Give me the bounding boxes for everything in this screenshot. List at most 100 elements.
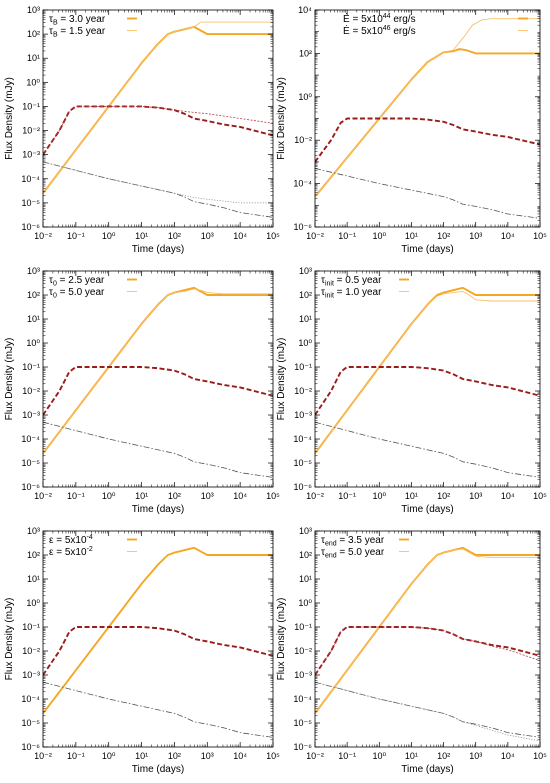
series-line-orange-primary <box>315 286 540 454</box>
series-line-darkred-primary <box>43 366 273 416</box>
legend-label: Ė = 5x1044 erg/s <box>343 12 416 25</box>
chart-panel-4: 10⁻² 10⁻¹ 10⁰ 10¹ 10² 10³ 10⁴ 10⁵ 10⁻⁶ 10⁻⁵ 10⁻⁴ 10… <box>276 266 547 515</box>
x-tick-label: 10¹ <box>405 751 418 761</box>
chart-panel-1: 10⁻² 10⁻¹ 10⁰ 10¹ 10² 10³ 10⁴ 10⁵ 10⁻⁶ 10⁻⁵ 10⁻⁴ 10… <box>4 5 280 255</box>
series-line-gray-secondary <box>43 161 273 204</box>
y-axis-title: Flux Density (mJy) <box>4 338 15 421</box>
x-tick-label: 10⁴ <box>501 231 515 241</box>
series-group <box>315 546 540 742</box>
y-tick-label: 10⁰ <box>298 92 312 102</box>
legend-label: τinit = 0.5 year <box>321 275 382 288</box>
y-tick-label: 10⁻¹ <box>22 101 40 111</box>
series-group <box>43 21 273 218</box>
legend-label: ε = 5x10-4 <box>49 534 93 546</box>
x-tick-label: 10² <box>168 231 181 241</box>
x-tick-label: 10² <box>168 491 181 501</box>
x-axis-title: Time (days) <box>401 244 453 255</box>
y-tick-label: 10⁰ <box>26 338 40 348</box>
x-tick-label: 10² <box>168 751 181 761</box>
y-tick-label: 10³ <box>299 526 312 536</box>
y-tick-label: 10³ <box>27 5 40 15</box>
chart-panel-5: 10⁻² 10⁻¹ 10⁰ 10¹ 10² 10³ 10⁴ 10⁵ 10⁻⁶ 10⁻⁵ 10⁻⁴ 10… <box>4 526 280 775</box>
x-tick-label: 10⁻² <box>306 751 324 761</box>
series-line-orange-primary <box>43 546 273 714</box>
legend-label: ε = 5x10-2 <box>49 546 93 558</box>
x-tick-label: 10⁻² <box>306 491 324 501</box>
x-tick-label: 10⁴ <box>501 751 515 761</box>
y-tick-label: 10⁻⁶ <box>22 742 41 752</box>
x-tick-label: 10⁵ <box>533 231 547 241</box>
x-tick-label: 10⁻¹ <box>67 491 85 501</box>
y-tick-label: 10⁻² <box>294 386 312 396</box>
x-tick-label: 10³ <box>201 491 214 501</box>
legend-label: τend = 3.5 year <box>321 535 385 548</box>
legend: ε = 5x10-4ε = 5x10-2 <box>49 534 137 558</box>
plot-frame <box>42 530 274 748</box>
series-line-gray-primary <box>43 161 273 218</box>
x-tick-label: 10⁻² <box>306 231 324 241</box>
y-tick-label: 10¹ <box>27 314 40 324</box>
legend-label: τ0 = 5.0 year <box>49 287 105 300</box>
x-axis-title: Time (days) <box>401 764 453 775</box>
series-line-gray-primary <box>315 168 540 219</box>
x-tick-label: 10⁰ <box>372 231 386 241</box>
x-tick-label: 10⁰ <box>102 491 116 501</box>
y-tick-label: 10² <box>27 29 40 39</box>
y-tick-label: 10⁻³ <box>22 670 40 680</box>
plot-frame <box>314 270 541 488</box>
y-tick-label: 10⁻⁶ <box>22 222 41 232</box>
y-tick-label: 10⁻⁵ <box>22 718 41 728</box>
y-tick-label: 10⁻⁶ <box>294 222 313 232</box>
x-tick-label: 10⁴ <box>233 231 247 241</box>
y-tick-label: 10⁻¹ <box>294 362 312 372</box>
series-line-gray-primary <box>315 681 540 738</box>
y-tick-label: 10⁻³ <box>22 150 40 160</box>
legend-label: τinit = 1.0 year <box>321 287 382 300</box>
x-tick-label: 10¹ <box>135 231 148 241</box>
y-tick-label: 10³ <box>27 266 40 276</box>
y-tick-label: 10⁻¹ <box>22 622 40 632</box>
y-axis-title: Flux Density (mJy) <box>276 598 287 681</box>
x-tick-label: 10⁰ <box>102 751 116 761</box>
legend-label: τend = 5.0 year <box>321 547 385 560</box>
x-tick-label: 10³ <box>469 231 482 241</box>
series-line-gray-primary <box>43 681 273 738</box>
x-axis-title: Time (days) <box>401 504 453 515</box>
series-line-gray-secondary <box>315 681 540 742</box>
y-tick-label: 10⁻² <box>294 646 312 656</box>
x-tick-label: 10⁻¹ <box>338 751 356 761</box>
series-line-darkred-primary <box>43 626 273 676</box>
x-tick-label: 10⁻¹ <box>338 231 356 241</box>
series-line-darkred-primary <box>43 105 273 156</box>
x-tick-label: 10³ <box>469 751 482 761</box>
series-line-orange-primary <box>43 286 273 454</box>
y-tick-label: 10⁻⁶ <box>294 742 313 752</box>
y-tick-label: 10⁻³ <box>22 410 40 420</box>
y-tick-label: 10² <box>27 550 40 560</box>
x-tick-label: 10⁻¹ <box>67 751 85 761</box>
y-tick-label: 10⁻¹ <box>294 622 312 632</box>
series-line-darkred-primary <box>315 366 540 416</box>
x-axis-title: Time (days) <box>132 244 184 255</box>
y-tick-label: 10⁻¹ <box>22 362 40 372</box>
y-tick-label: 10¹ <box>27 53 40 63</box>
y-tick-label: 10¹ <box>299 314 312 324</box>
y-tick-label: 10⁻⁵ <box>294 458 313 468</box>
x-tick-label: 10⁵ <box>266 751 280 761</box>
x-tick-label: 10¹ <box>405 231 418 241</box>
y-tick-label: 10⁻⁴ <box>21 174 40 184</box>
x-tick-label: 10⁰ <box>372 491 386 501</box>
y-tick-label: 10² <box>299 48 312 58</box>
y-tick-label: 10⁻⁴ <box>293 179 312 189</box>
y-axis-title: Flux Density (mJy) <box>276 338 287 421</box>
y-axis-title: Flux Density (mJy) <box>4 598 15 681</box>
y-tick-label: 10⁻⁵ <box>22 198 41 208</box>
y-tick-label: 10⁰ <box>26 77 40 87</box>
y-tick-label: 10⁻⁵ <box>22 458 41 468</box>
chart-panel-3: 10⁻² 10⁻¹ 10⁰ 10¹ 10² 10³ 10⁴ 10⁵ 10⁻⁶ 10⁻⁵ 10⁻⁴ 10… <box>4 266 280 515</box>
series-line-orange-primary <box>315 48 540 198</box>
legend-label: τB = 1.5 year <box>49 26 106 39</box>
y-tick-label: 10⁻² <box>22 126 40 136</box>
series-line-orange-secondary <box>315 290 540 454</box>
